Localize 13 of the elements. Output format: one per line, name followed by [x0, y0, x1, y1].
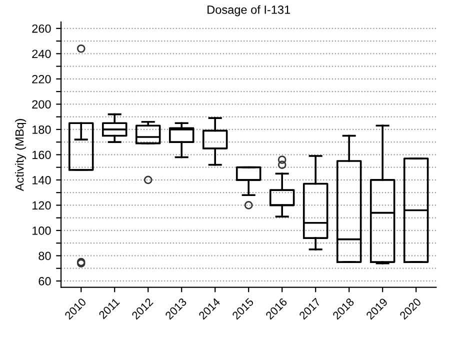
y-axis-title: Activity (MBq) — [15, 119, 26, 192]
y-tick-label: 140 — [32, 176, 51, 184]
y-tick-label: 200 — [32, 100, 51, 109]
y-tick-label: 180 — [32, 125, 51, 134]
y-tick-label: 220 — [32, 74, 51, 84]
chart-title: Dosage of I-131 — [208, 5, 290, 16]
y-tick-label: 240 — [32, 50, 51, 58]
y-tick-label: 160 — [32, 150, 51, 160]
y-tick-label: 60 — [38, 277, 51, 286]
y-tick-label: 120 — [32, 201, 51, 210]
y-tick-label: 260 — [32, 24, 51, 33]
y-tick-label: 100 — [32, 226, 51, 235]
y-tick-label: 80 — [38, 252, 51, 260]
